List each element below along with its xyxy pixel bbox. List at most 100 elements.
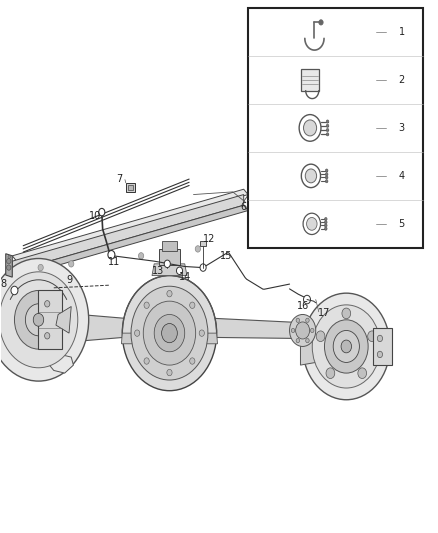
Circle shape: [167, 369, 172, 376]
Circle shape: [303, 293, 390, 400]
Circle shape: [177, 267, 183, 274]
Circle shape: [326, 368, 335, 378]
Circle shape: [167, 290, 172, 297]
Text: 16: 16: [297, 302, 309, 311]
Circle shape: [0, 259, 88, 381]
Circle shape: [367, 331, 376, 342]
Circle shape: [296, 338, 300, 343]
Circle shape: [304, 120, 317, 136]
Bar: [159, 249, 180, 265]
Text: 8: 8: [0, 279, 7, 288]
Circle shape: [342, 308, 351, 319]
Circle shape: [33, 313, 44, 326]
Circle shape: [7, 265, 11, 270]
Circle shape: [25, 304, 52, 336]
Text: 4: 4: [399, 171, 405, 181]
Bar: [200, 241, 206, 246]
Polygon shape: [300, 328, 316, 365]
Polygon shape: [12, 195, 244, 272]
Circle shape: [305, 169, 317, 183]
Circle shape: [319, 20, 323, 25]
Polygon shape: [56, 306, 71, 333]
Circle shape: [326, 133, 329, 136]
Polygon shape: [152, 264, 187, 276]
Bar: [372, 328, 392, 365]
Circle shape: [164, 260, 170, 268]
Text: 15: 15: [220, 251, 233, 261]
Polygon shape: [12, 205, 248, 277]
Text: 11: 11: [108, 257, 120, 267]
Circle shape: [134, 330, 140, 336]
Circle shape: [326, 120, 329, 123]
Polygon shape: [121, 333, 218, 344]
Text: 10: 10: [88, 211, 101, 221]
Text: 12: 12: [203, 234, 215, 244]
Polygon shape: [12, 189, 248, 261]
Circle shape: [143, 301, 196, 365]
Circle shape: [8, 255, 11, 259]
Bar: [127, 185, 133, 190]
Circle shape: [14, 290, 63, 349]
Text: 5: 5: [399, 219, 405, 229]
Bar: [162, 241, 177, 251]
Text: 14: 14: [179, 272, 191, 282]
Circle shape: [325, 221, 327, 224]
Circle shape: [122, 276, 217, 391]
Polygon shape: [6, 254, 12, 277]
Text: 17: 17: [318, 308, 331, 318]
Circle shape: [69, 261, 74, 267]
Circle shape: [325, 169, 328, 172]
Circle shape: [291, 328, 295, 333]
Circle shape: [199, 330, 205, 336]
Circle shape: [312, 305, 380, 388]
Circle shape: [306, 318, 309, 322]
Circle shape: [290, 314, 316, 346]
Polygon shape: [211, 318, 298, 338]
Circle shape: [138, 253, 144, 259]
Circle shape: [325, 173, 328, 176]
Circle shape: [0, 272, 78, 368]
Text: 3: 3: [399, 123, 405, 133]
Polygon shape: [43, 350, 74, 373]
Circle shape: [325, 227, 327, 230]
Circle shape: [325, 224, 327, 227]
Circle shape: [99, 208, 105, 216]
Text: 9: 9: [66, 275, 72, 285]
Circle shape: [108, 251, 115, 259]
Circle shape: [325, 180, 328, 183]
Bar: [248, 8, 423, 248]
Circle shape: [304, 295, 311, 304]
Circle shape: [296, 322, 310, 339]
Circle shape: [38, 264, 43, 271]
Circle shape: [316, 331, 325, 342]
Circle shape: [45, 333, 50, 339]
Circle shape: [377, 335, 382, 342]
Circle shape: [358, 368, 367, 378]
Circle shape: [307, 217, 317, 230]
Circle shape: [333, 330, 360, 362]
Text: 6: 6: [240, 202, 247, 212]
Circle shape: [377, 351, 382, 358]
Circle shape: [341, 340, 352, 353]
Circle shape: [45, 301, 50, 307]
Circle shape: [144, 358, 149, 364]
Polygon shape: [60, 313, 124, 343]
Circle shape: [190, 358, 195, 364]
Bar: [301, 69, 319, 91]
Circle shape: [131, 286, 208, 380]
Circle shape: [7, 259, 11, 264]
Circle shape: [306, 338, 309, 343]
Circle shape: [326, 124, 329, 127]
Bar: [39, 290, 63, 349]
Text: 7: 7: [116, 174, 122, 183]
Circle shape: [311, 328, 314, 333]
Circle shape: [325, 320, 368, 373]
Text: 2: 2: [399, 75, 405, 85]
Circle shape: [325, 176, 328, 179]
Circle shape: [200, 264, 206, 271]
Bar: [126, 183, 134, 192]
Text: 1: 1: [399, 27, 405, 37]
Circle shape: [162, 324, 177, 343]
Circle shape: [326, 128, 329, 132]
Circle shape: [144, 302, 149, 309]
